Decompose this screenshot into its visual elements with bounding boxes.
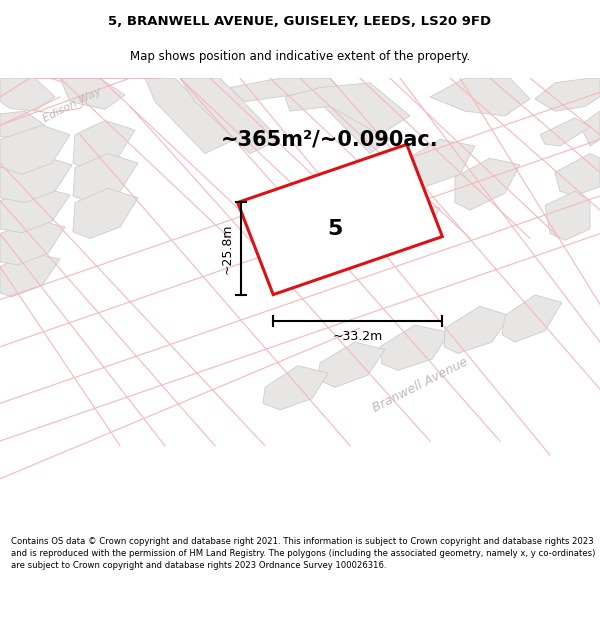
Polygon shape — [0, 156, 72, 202]
Polygon shape — [145, 78, 235, 154]
Polygon shape — [0, 219, 65, 265]
Polygon shape — [0, 78, 90, 113]
Text: Branwell Avenue: Branwell Avenue — [370, 355, 470, 414]
Polygon shape — [285, 83, 410, 134]
Polygon shape — [0, 186, 70, 232]
Polygon shape — [318, 342, 385, 388]
Polygon shape — [355, 174, 415, 215]
Polygon shape — [0, 111, 45, 139]
Polygon shape — [73, 188, 138, 238]
Polygon shape — [400, 139, 475, 189]
Polygon shape — [455, 158, 520, 210]
Polygon shape — [0, 125, 70, 174]
Text: ~33.2m: ~33.2m — [332, 331, 383, 343]
Polygon shape — [375, 201, 440, 243]
Polygon shape — [535, 78, 600, 111]
Polygon shape — [580, 111, 600, 146]
Text: ~365m²/~0.090ac.: ~365m²/~0.090ac. — [221, 129, 439, 149]
Polygon shape — [545, 191, 590, 240]
Polygon shape — [73, 154, 138, 202]
Text: Contains OS data © Crown copyright and database right 2021. This information is : Contains OS data © Crown copyright and d… — [11, 537, 595, 570]
Polygon shape — [180, 78, 280, 154]
Text: Map shows position and indicative extent of the property.: Map shows position and indicative extent… — [130, 49, 470, 62]
Text: Edison Way: Edison Way — [41, 86, 103, 124]
Text: 5: 5 — [328, 219, 343, 239]
Polygon shape — [430, 78, 530, 116]
Polygon shape — [380, 325, 450, 371]
Polygon shape — [263, 366, 328, 410]
Polygon shape — [502, 295, 562, 342]
Polygon shape — [0, 253, 60, 297]
Polygon shape — [73, 121, 135, 169]
Text: ~25.8m: ~25.8m — [220, 223, 233, 274]
Polygon shape — [444, 306, 510, 353]
Text: 5, BRANWELL AVENUE, GUISELEY, LEEDS, LS20 9FD: 5, BRANWELL AVENUE, GUISELEY, LEEDS, LS2… — [109, 15, 491, 28]
Polygon shape — [555, 154, 600, 196]
Polygon shape — [540, 118, 590, 146]
Polygon shape — [238, 144, 442, 294]
Polygon shape — [60, 78, 125, 109]
Polygon shape — [0, 78, 55, 111]
Polygon shape — [230, 78, 390, 154]
